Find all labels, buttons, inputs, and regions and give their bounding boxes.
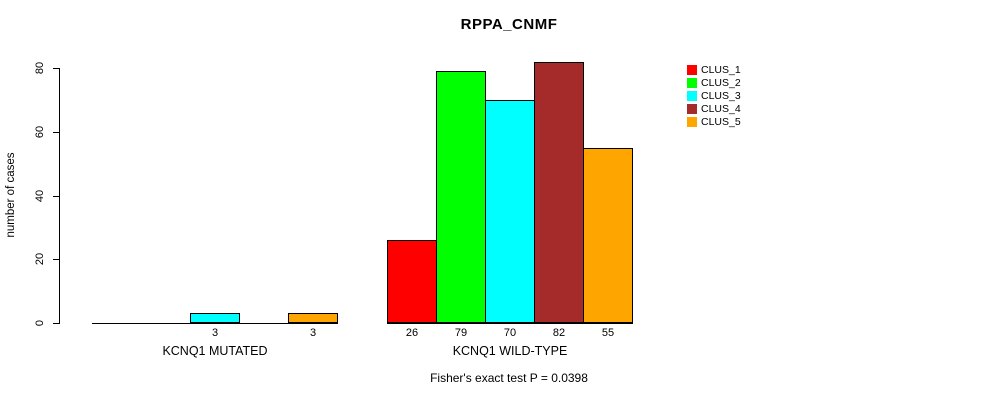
y-axis-tick <box>53 196 59 197</box>
bar-value-label: 82 <box>552 327 566 339</box>
legend-label: CLUS_1 <box>701 64 741 76</box>
bar-clus_5-group1 <box>288 313 338 323</box>
bar-clus_4-group2 <box>534 62 584 323</box>
x-axis-baseline <box>387 323 633 324</box>
bar-value-label: 55 <box>601 327 615 339</box>
y-axis-tick <box>53 68 59 69</box>
bar-value-label: 3 <box>211 327 219 339</box>
x-axis-group-label: KCNQ1 WILD-TYPE <box>452 344 568 358</box>
bar-clus_2-group2 <box>436 71 486 323</box>
legend-label: CLUS_4 <box>701 103 741 115</box>
legend-label: CLUS_3 <box>701 90 741 102</box>
bar-clus_5-group2 <box>583 148 633 323</box>
x-axis-baseline <box>92 323 338 324</box>
annotation-text: Fisher's exact test P = 0.0398 <box>430 371 588 385</box>
chart-title: RPPA_CNMF <box>460 16 558 33</box>
bar-value-label: 79 <box>454 327 468 339</box>
bar-value-label: 3 <box>309 327 317 339</box>
x-axis-group-label: KCNQ1 MUTATED <box>162 344 268 358</box>
bar-value-label: 70 <box>503 327 517 339</box>
bar-clus_3-group2 <box>485 100 535 323</box>
legend-label: CLUS_5 <box>701 116 741 128</box>
legend-swatch-clus_2 <box>687 78 697 88</box>
y-axis-line <box>59 68 60 324</box>
bar-clus_3-group1 <box>190 313 240 323</box>
bar-value-label: 26 <box>405 327 419 339</box>
legend-swatch-clus_4 <box>687 104 697 114</box>
legend-swatch-clus_5 <box>687 117 697 127</box>
y-axis-tick <box>53 323 59 324</box>
legend-label: CLUS_2 <box>701 77 741 89</box>
legend-swatch-clus_3 <box>687 91 697 101</box>
legend-swatch-clus_1 <box>687 65 697 75</box>
y-axis-tick <box>53 132 59 133</box>
y-axis-tick <box>53 259 59 260</box>
